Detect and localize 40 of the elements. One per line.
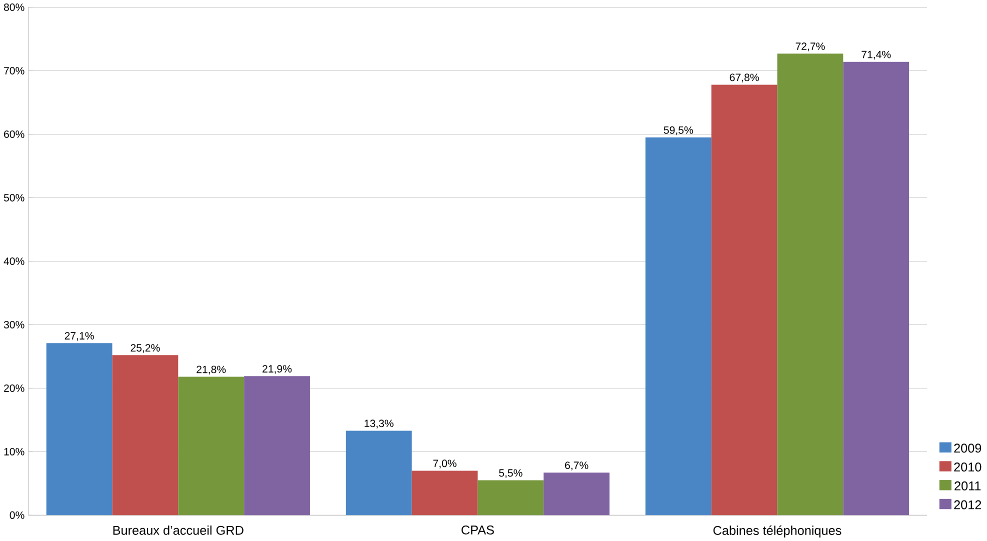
bar	[645, 137, 712, 516]
y-tick-label: 30%	[4, 320, 24, 328]
y-tick-label: 20%	[4, 384, 24, 392]
data-label: 13,3%	[364, 420, 394, 428]
bar	[711, 84, 778, 516]
x-tick-label: Cabines téléphoniques	[713, 526, 842, 538]
data-label: 7,0%	[433, 460, 456, 468]
data-label: 72,7%	[796, 42, 825, 52]
legend-label: 2009	[954, 444, 982, 453]
y-tick-label: 60%	[4, 130, 24, 138]
x-tick-label: Bureaux d’accueil GRD	[113, 526, 244, 535]
bar	[478, 480, 544, 516]
bar	[244, 376, 310, 516]
data-label: 21,9%	[262, 365, 292, 374]
data-label: 27,1%	[64, 332, 94, 341]
bar	[843, 62, 910, 516]
bar	[346, 430, 412, 516]
y-tick-label: 40%	[4, 257, 24, 265]
data-label: 21,8%	[196, 366, 226, 374]
bar	[777, 54, 844, 516]
y-tick-label: 0%	[10, 511, 24, 519]
data-label: 6,7%	[565, 462, 588, 470]
data-label: 71,4%	[862, 50, 891, 60]
data-label: 59,5%	[664, 126, 694, 136]
data-label: 5,5%	[499, 469, 522, 478]
y-tick-label: 70%	[4, 67, 24, 74]
x-tick-label: CPAS	[462, 526, 494, 534]
legend-label: 2012	[954, 500, 982, 510]
bar	[412, 470, 478, 516]
y-tick-label: 50%	[4, 194, 24, 202]
legend-label: 2010	[954, 462, 982, 472]
bar	[112, 355, 178, 516]
data-label: 67,8%	[730, 74, 759, 82]
bar	[178, 376, 244, 516]
y-tick-label: 10%	[4, 448, 24, 456]
data-label: 25,2%	[130, 344, 160, 353]
bar	[46, 343, 112, 516]
bar	[544, 472, 610, 516]
legend-label: 2011	[954, 481, 981, 490]
y-tick-label: 80%	[4, 4, 24, 11]
